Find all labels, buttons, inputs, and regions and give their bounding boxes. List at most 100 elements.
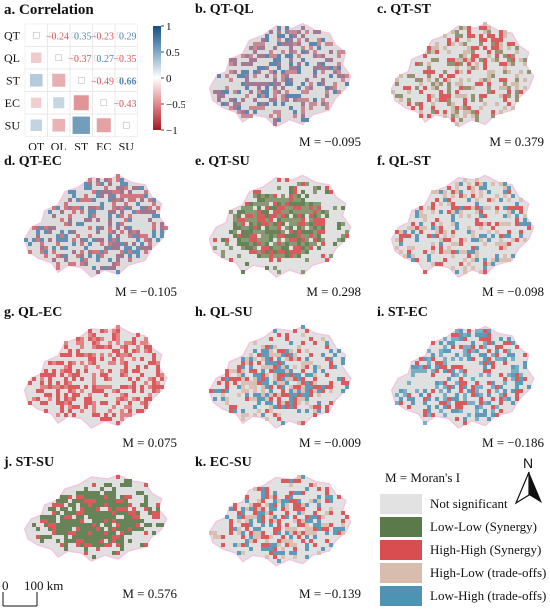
map-cell: [88, 531, 92, 535]
map-cell: [407, 90, 411, 94]
map-cell: [317, 393, 321, 397]
map-cell: [455, 110, 459, 114]
map-cell: [261, 495, 265, 499]
map-cell: [245, 413, 249, 417]
map-cell: [479, 98, 483, 102]
map-cell: [249, 503, 253, 507]
map-cell: [321, 527, 325, 531]
map-cell: [84, 539, 88, 543]
region-outline: [390, 174, 535, 278]
map-cell: [80, 531, 84, 535]
map-cell: [467, 106, 471, 110]
map-cell: [455, 182, 459, 186]
map-cell: [249, 214, 253, 218]
map-cell: [64, 547, 68, 551]
map-cell: [241, 70, 245, 74]
map-cell: [431, 373, 435, 377]
value-marker: [49, 32, 55, 38]
map-cell: [253, 50, 257, 54]
map-cell: [447, 246, 451, 250]
map-cell: [265, 202, 269, 206]
map-cell: [144, 401, 148, 405]
map-cell: [152, 381, 156, 385]
map-cell: [431, 102, 435, 106]
map-cell: [301, 385, 305, 389]
map-cell: [289, 66, 293, 70]
map-cell: [156, 507, 160, 511]
map-cell: [32, 238, 36, 242]
map-cell: [253, 357, 257, 361]
map-cell: [471, 266, 475, 270]
map-cell: [455, 206, 459, 210]
panel-i: i. ST-EC M = −0.186: [367, 303, 550, 451]
map-cell: [84, 365, 88, 369]
map-cell: [273, 413, 277, 417]
map-cell: [329, 495, 333, 499]
map-cell: [443, 349, 447, 353]
panel-j-title: j. ST-SU: [4, 455, 55, 470]
map-cell: [321, 66, 325, 70]
map-cell: [60, 523, 64, 527]
map-cell: [96, 365, 100, 369]
map-cell: [289, 194, 293, 198]
map-cell: [285, 499, 289, 503]
map-cell: [519, 389, 523, 393]
map-cell: [40, 519, 44, 523]
map-cell: [447, 210, 451, 214]
map-cell: [273, 361, 277, 365]
map-cell: [52, 369, 56, 373]
map-cell: [293, 515, 297, 519]
map-cell: [28, 401, 32, 405]
row-label: ST: [6, 73, 21, 87]
map-cell: [257, 353, 261, 357]
map-cell: [273, 345, 277, 349]
map-cell: [325, 385, 329, 389]
map-cell: [483, 38, 487, 42]
map-cell: [80, 250, 84, 254]
panel-k-title: k. EC-SU: [195, 455, 252, 470]
map-cell: [213, 531, 217, 535]
map-cell: [273, 266, 277, 270]
map-cell: [36, 234, 40, 238]
map-cell: [475, 333, 479, 337]
map-cell: [64, 531, 68, 535]
map-cell: [281, 202, 285, 206]
map-cell: [495, 38, 499, 42]
map-cell: [132, 250, 136, 254]
map-cell: [301, 333, 305, 337]
map-cell: [289, 50, 293, 54]
map-cell: [471, 238, 475, 242]
map-cell: [479, 94, 483, 98]
map-cell: [64, 238, 68, 242]
map-cell: [76, 535, 80, 539]
map-cell: [60, 373, 64, 377]
map-cell: [88, 503, 92, 507]
map-cell: [241, 515, 245, 519]
map-cell: [503, 186, 507, 190]
map-cell: [415, 238, 419, 242]
map-cell: [329, 365, 333, 369]
map-cell: [100, 226, 104, 230]
map-cell: [301, 206, 305, 210]
map-cell: [439, 94, 443, 98]
map-cell: [305, 373, 309, 377]
map-cell: [80, 389, 84, 393]
map-cell: [321, 523, 325, 527]
map-cell: [60, 218, 64, 222]
map-cell: [471, 110, 475, 114]
map-cell: [515, 393, 519, 397]
map-cell: [257, 94, 261, 98]
map-cell: [60, 230, 64, 234]
map-cell: [439, 242, 443, 246]
map-cell: [399, 250, 403, 254]
map-cell: [305, 182, 309, 186]
map-cell: [479, 345, 483, 349]
map-cell: [447, 82, 451, 86]
map-cell: [427, 349, 431, 353]
map-cell: [152, 515, 156, 519]
map-cell: [108, 507, 112, 511]
map-cell: [407, 250, 411, 254]
map-cell: [305, 555, 309, 559]
map-cell: [293, 114, 297, 118]
map-cell: [415, 234, 419, 238]
